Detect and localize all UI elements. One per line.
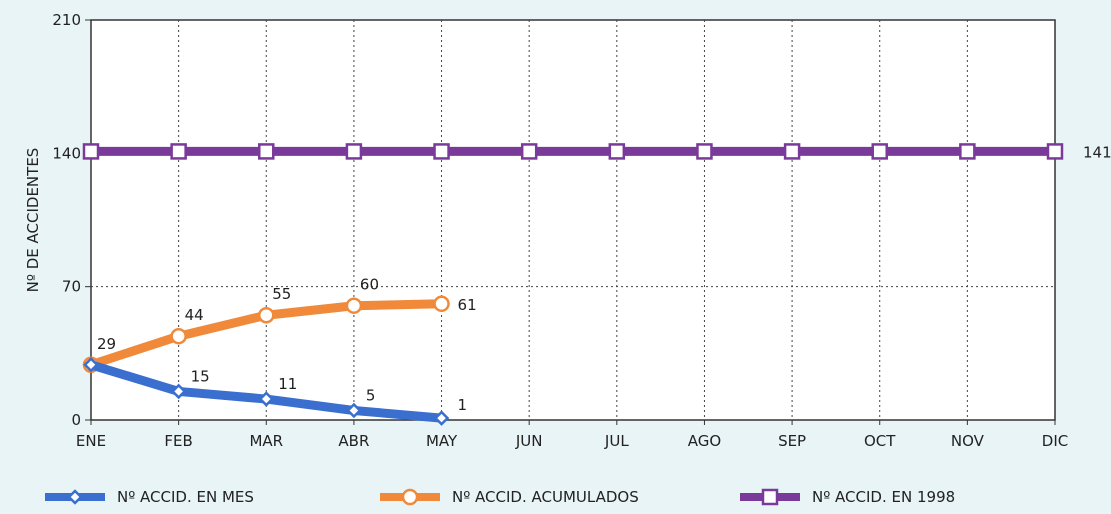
data-point [258,143,275,160]
data-point [83,356,99,373]
data-point [258,306,275,324]
data-label: 11 [278,375,297,393]
x-tick-label: AGO [688,432,721,450]
data-point [433,410,450,426]
legend-swatch-marker [401,488,419,506]
x-tick-label: MAY [426,432,458,450]
data-label: 1 [458,396,468,414]
legend-label: Nº ACCID. EN 1998 [812,488,955,506]
data-label: 15 [191,367,210,385]
plot-area [90,19,1056,421]
data-label: 5 [366,386,376,404]
data-label: 29 [97,335,116,353]
x-tick-label: OCT [864,432,896,450]
x-tick-label: JUN [515,432,543,450]
data-label: 60 [360,276,379,294]
data-label: 141 [1083,143,1111,161]
data-point [345,297,363,314]
data-point [345,143,363,160]
data-point [433,295,450,313]
data-point [783,143,801,160]
legend-label: Nº ACCID. ACUMULADOS [452,488,639,506]
x-tick-label: MAR [249,432,283,450]
legend-label: Nº ACCID. EN MES [117,488,254,506]
x-tick-label: FEB [164,432,192,450]
data-point [170,327,187,345]
legend: Nº ACCID. EN MES Nº ACCID. ACUMULADOS Nº A… [45,488,955,506]
x-tick-label: SEP [778,432,806,450]
data-label: 44 [185,306,204,324]
y-tick-label: 140 [52,144,81,162]
y-tick-label: 210 [52,11,81,29]
data-point [433,143,450,160]
y-tick-label: 0 [71,411,81,429]
data-point [170,383,187,400]
data-point [170,143,187,160]
x-tick-label: NOV [951,432,985,450]
x-tick-label: JUL [604,432,629,450]
data-point [871,143,888,160]
data-label: 55 [272,285,291,303]
y-tick-label: 70 [62,278,81,296]
data-point [1046,143,1064,160]
data-point [608,143,626,160]
x-tick-label: ENE [76,432,106,450]
legend-swatch-marker [67,489,83,505]
y-axis-label: Nº DE ACCIDENTES [24,148,42,293]
x-tick-label: DIC [1042,432,1068,450]
legend-swatch-marker [761,488,779,506]
data-point [346,402,362,419]
data-point [959,143,976,160]
data-point [520,143,538,160]
data-point [258,391,275,407]
data-point [82,143,100,160]
x-tick-label: ABR [338,432,369,450]
data-point [696,143,713,160]
data-label: 61 [458,296,477,314]
